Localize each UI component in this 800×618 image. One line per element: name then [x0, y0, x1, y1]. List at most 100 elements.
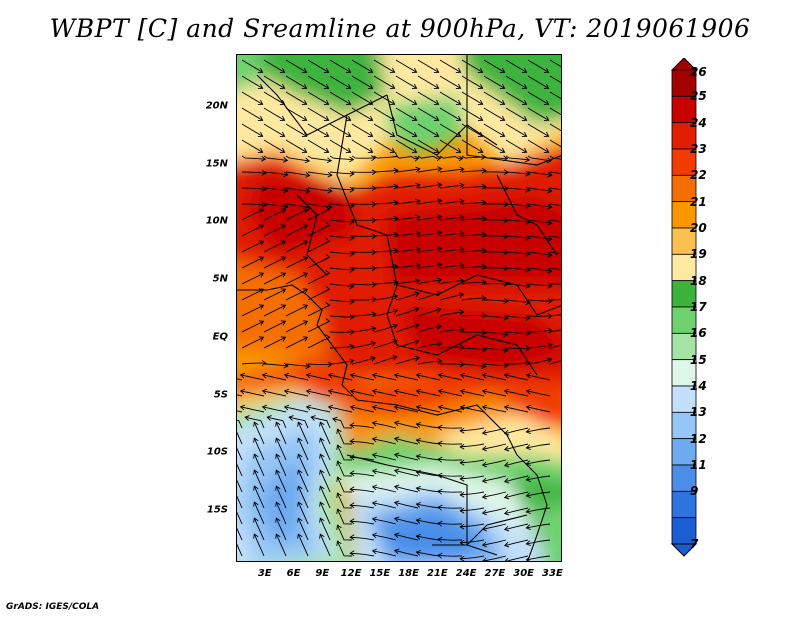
streamline	[253, 485, 265, 509]
streamline	[417, 216, 442, 221]
streamline	[461, 75, 483, 89]
streamline-arrow	[336, 460, 342, 466]
streamline-arrow	[503, 347, 509, 353]
streamline	[253, 501, 265, 525]
streamline	[416, 535, 441, 541]
streamline-arrow	[499, 99, 506, 105]
streamline	[504, 491, 529, 499]
streamline-arrow	[393, 404, 400, 411]
streamline	[307, 203, 332, 208]
lon-label: 21E	[426, 568, 448, 579]
streamline-arrow	[257, 83, 264, 89]
streamline	[394, 437, 419, 445]
streamline	[350, 456, 375, 461]
streamline	[483, 347, 508, 351]
colorbar-segment	[671, 517, 697, 545]
streamline-arrow	[389, 83, 396, 89]
streamline-arrow	[323, 67, 330, 73]
streamline-arrow	[481, 461, 488, 468]
streamline	[372, 390, 397, 397]
streamline-arrow	[415, 453, 421, 460]
streamline-arrow	[323, 131, 330, 137]
streamline-arrow	[481, 445, 488, 452]
streamline-arrow	[392, 354, 398, 361]
streamline	[504, 459, 529, 467]
streamline-arrow	[325, 221, 331, 228]
streamline-arrow	[349, 372, 356, 379]
streamline-arrow	[239, 404, 246, 411]
streamline	[395, 155, 419, 160]
streamline-arrow	[367, 115, 374, 121]
streamline-arrow	[415, 549, 421, 556]
streamline-arrow	[415, 421, 421, 428]
streamline	[483, 75, 505, 89]
streamline	[505, 91, 527, 105]
streamline-arrow	[525, 404, 532, 411]
streamline	[505, 155, 530, 161]
streamline	[505, 283, 530, 287]
streamline	[549, 219, 561, 223]
streamline	[275, 517, 287, 541]
streamline	[437, 426, 463, 429]
streamline	[372, 534, 397, 541]
streamline-arrow	[345, 83, 352, 89]
colorbar-segment	[671, 201, 697, 229]
streamline	[483, 251, 509, 253]
streamline	[461, 347, 486, 351]
streamline-arrow	[437, 504, 443, 511]
streamline	[241, 59, 263, 73]
streamline-arrow	[547, 203, 553, 210]
streamline	[482, 507, 507, 514]
streamline-arrow	[244, 415, 250, 421]
streamline	[416, 423, 441, 429]
colorbar-segment	[671, 95, 697, 124]
streamline	[297, 533, 309, 557]
streamline-arrow	[319, 501, 325, 507]
streamline-arrow	[367, 67, 374, 73]
streamline	[241, 139, 263, 153]
streamline-arrow	[503, 404, 510, 411]
streamline-arrow	[253, 421, 259, 427]
streamline	[337, 541, 353, 557]
streamline	[329, 75, 351, 89]
streamline	[417, 123, 439, 137]
colorbar-label: 14	[690, 379, 707, 393]
streamline	[350, 440, 375, 445]
streamline-arrow	[437, 404, 444, 411]
streamline	[526, 491, 551, 497]
colorbar-segment	[671, 411, 697, 440]
streamline	[505, 235, 530, 239]
streamline	[237, 527, 243, 541]
streamline	[329, 155, 354, 161]
streamline-arrow	[415, 230, 421, 237]
streamline	[285, 107, 307, 121]
streamline	[263, 256, 286, 269]
streamline	[395, 59, 417, 73]
colorbar-label: 15	[690, 352, 707, 367]
streamline-arrow	[521, 83, 528, 89]
streamline	[263, 336, 286, 349]
colorbar-label: 25	[690, 89, 707, 104]
streamline-arrow	[283, 362, 289, 369]
streamline	[482, 523, 507, 530]
streamline-arrow	[455, 147, 462, 153]
colorbar-segment	[671, 122, 697, 150]
streamline-arrow	[261, 404, 268, 411]
streamline-arrow	[275, 517, 281, 523]
streamline	[337, 429, 353, 445]
streamline-arrow	[499, 147, 506, 153]
streamline-arrow	[280, 256, 287, 262]
streamline	[307, 91, 329, 105]
streamline-arrow	[455, 67, 462, 73]
streamline-arrow	[261, 170, 267, 176]
streamline	[483, 203, 509, 205]
streamline	[241, 288, 264, 301]
streamline	[372, 518, 397, 525]
streamline	[439, 107, 461, 121]
streamline-arrow	[279, 67, 286, 73]
streamline-arrow	[436, 155, 442, 162]
streamline	[373, 356, 397, 365]
streamline	[284, 406, 309, 413]
streamline	[505, 555, 529, 561]
streamline	[395, 308, 419, 317]
